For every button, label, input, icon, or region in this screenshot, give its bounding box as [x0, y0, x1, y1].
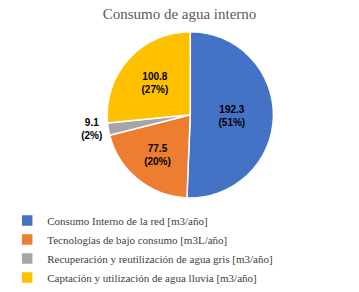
svg-text:Recuperación y reutilización d: Recuperación y reutilización de agua gri… — [47, 253, 272, 265]
svg-text:192.3(51%): 192.3(51%) — [218, 104, 245, 128]
svg-text:Consumo Interno de la red [m3/: Consumo Interno de la red [m3/año] — [47, 215, 207, 227]
svg-text:Consumo de agua interno: Consumo de agua interno — [103, 6, 257, 22]
svg-text:Tecnologías de bajo consumo [m: Tecnologías de bajo consumo [m3L/año] — [47, 234, 227, 246]
svg-text:Captación y utilización de agu: Captación y utilización de agua lluvia [… — [47, 272, 257, 284]
svg-text:9.1(2%): 9.1(2%) — [81, 117, 102, 141]
svg-text:77.5(20%): 77.5(20%) — [144, 143, 171, 167]
svg-text:100.8(27%): 100.8(27%) — [142, 71, 169, 95]
